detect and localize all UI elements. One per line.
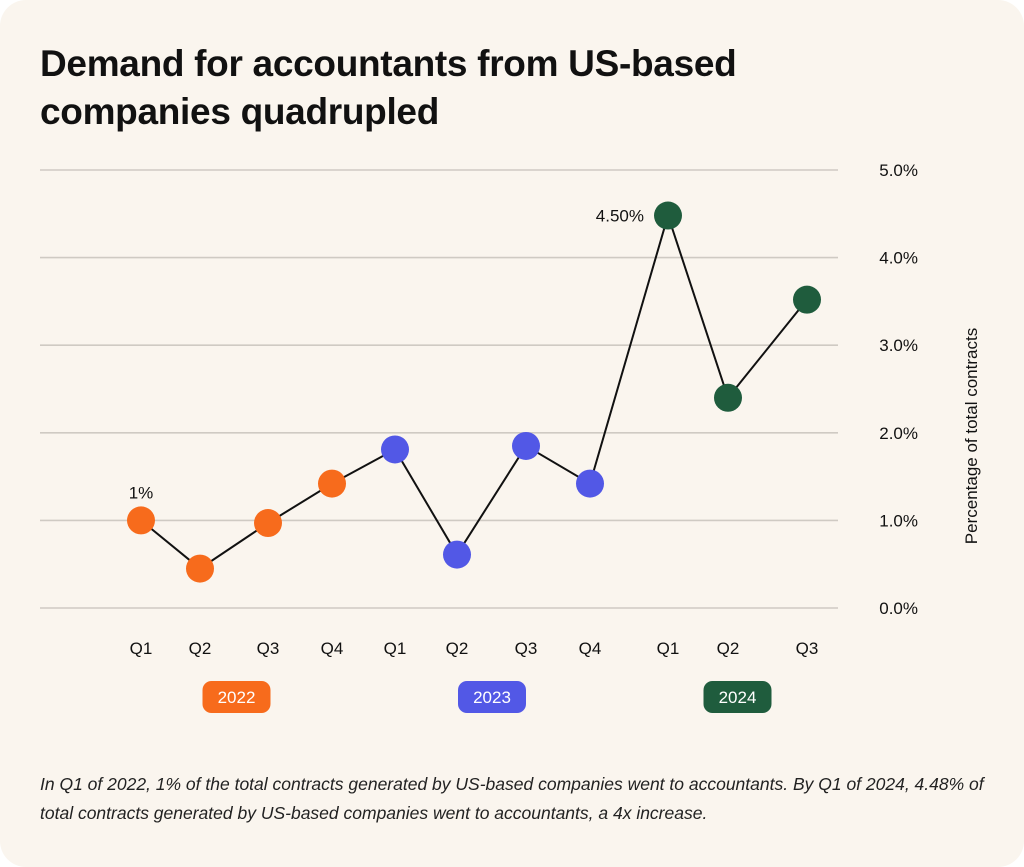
chart-title: Demand for accountants from US-based com… [40, 40, 940, 136]
data-point [654, 201, 682, 230]
data-point [318, 469, 346, 498]
x-tick-label: Q2 [717, 639, 740, 658]
y-tick-label: 5.0% [879, 161, 918, 180]
year-badge-label: 2024 [719, 688, 757, 707]
chart-title-line-1: Demand for accountants from US-based [40, 43, 737, 84]
x-tick-label: Q1 [384, 639, 407, 658]
x-tick-label: Q4 [579, 639, 602, 658]
y-tick-label: 0.0% [879, 599, 918, 618]
y-tick-label: 1.0% [879, 511, 918, 530]
year-badge-label: 2023 [473, 688, 511, 707]
year-badge-label: 2022 [218, 688, 256, 707]
data-label: 1% [129, 483, 154, 502]
data-point [127, 506, 155, 535]
x-tick-label: Q3 [257, 639, 280, 658]
data-point [793, 285, 821, 314]
y-tick-label: 4.0% [879, 249, 918, 268]
x-tick-label: Q4 [321, 639, 344, 658]
x-tick-label: Q1 [130, 639, 153, 658]
data-point [443, 540, 471, 569]
data-point [381, 435, 409, 464]
data-point [254, 509, 282, 538]
data-point [714, 383, 742, 412]
year-badge [202, 681, 271, 713]
data-point [512, 431, 540, 460]
x-tick-label: Q2 [189, 639, 212, 658]
data-label: 4.50% [596, 207, 644, 226]
x-tick-label: Q1 [657, 639, 680, 658]
y-tick-label: 2.0% [879, 424, 918, 443]
x-tick-label: Q3 [796, 639, 819, 658]
data-point [576, 469, 604, 498]
data-point [186, 554, 214, 583]
x-tick-label: Q3 [515, 639, 538, 658]
y-tick-label: 3.0% [879, 336, 918, 355]
x-tick-label: Q2 [446, 639, 469, 658]
y-axis-label: Percentage of total contracts [962, 328, 981, 544]
year-badge [703, 681, 772, 713]
chart-caption: In Q1 of 2022, 1% of the total contracts… [40, 774, 984, 823]
year-badge [458, 681, 526, 713]
series-line [140, 212, 808, 570]
chart-title-line-2: companies quadrupled [40, 91, 440, 132]
